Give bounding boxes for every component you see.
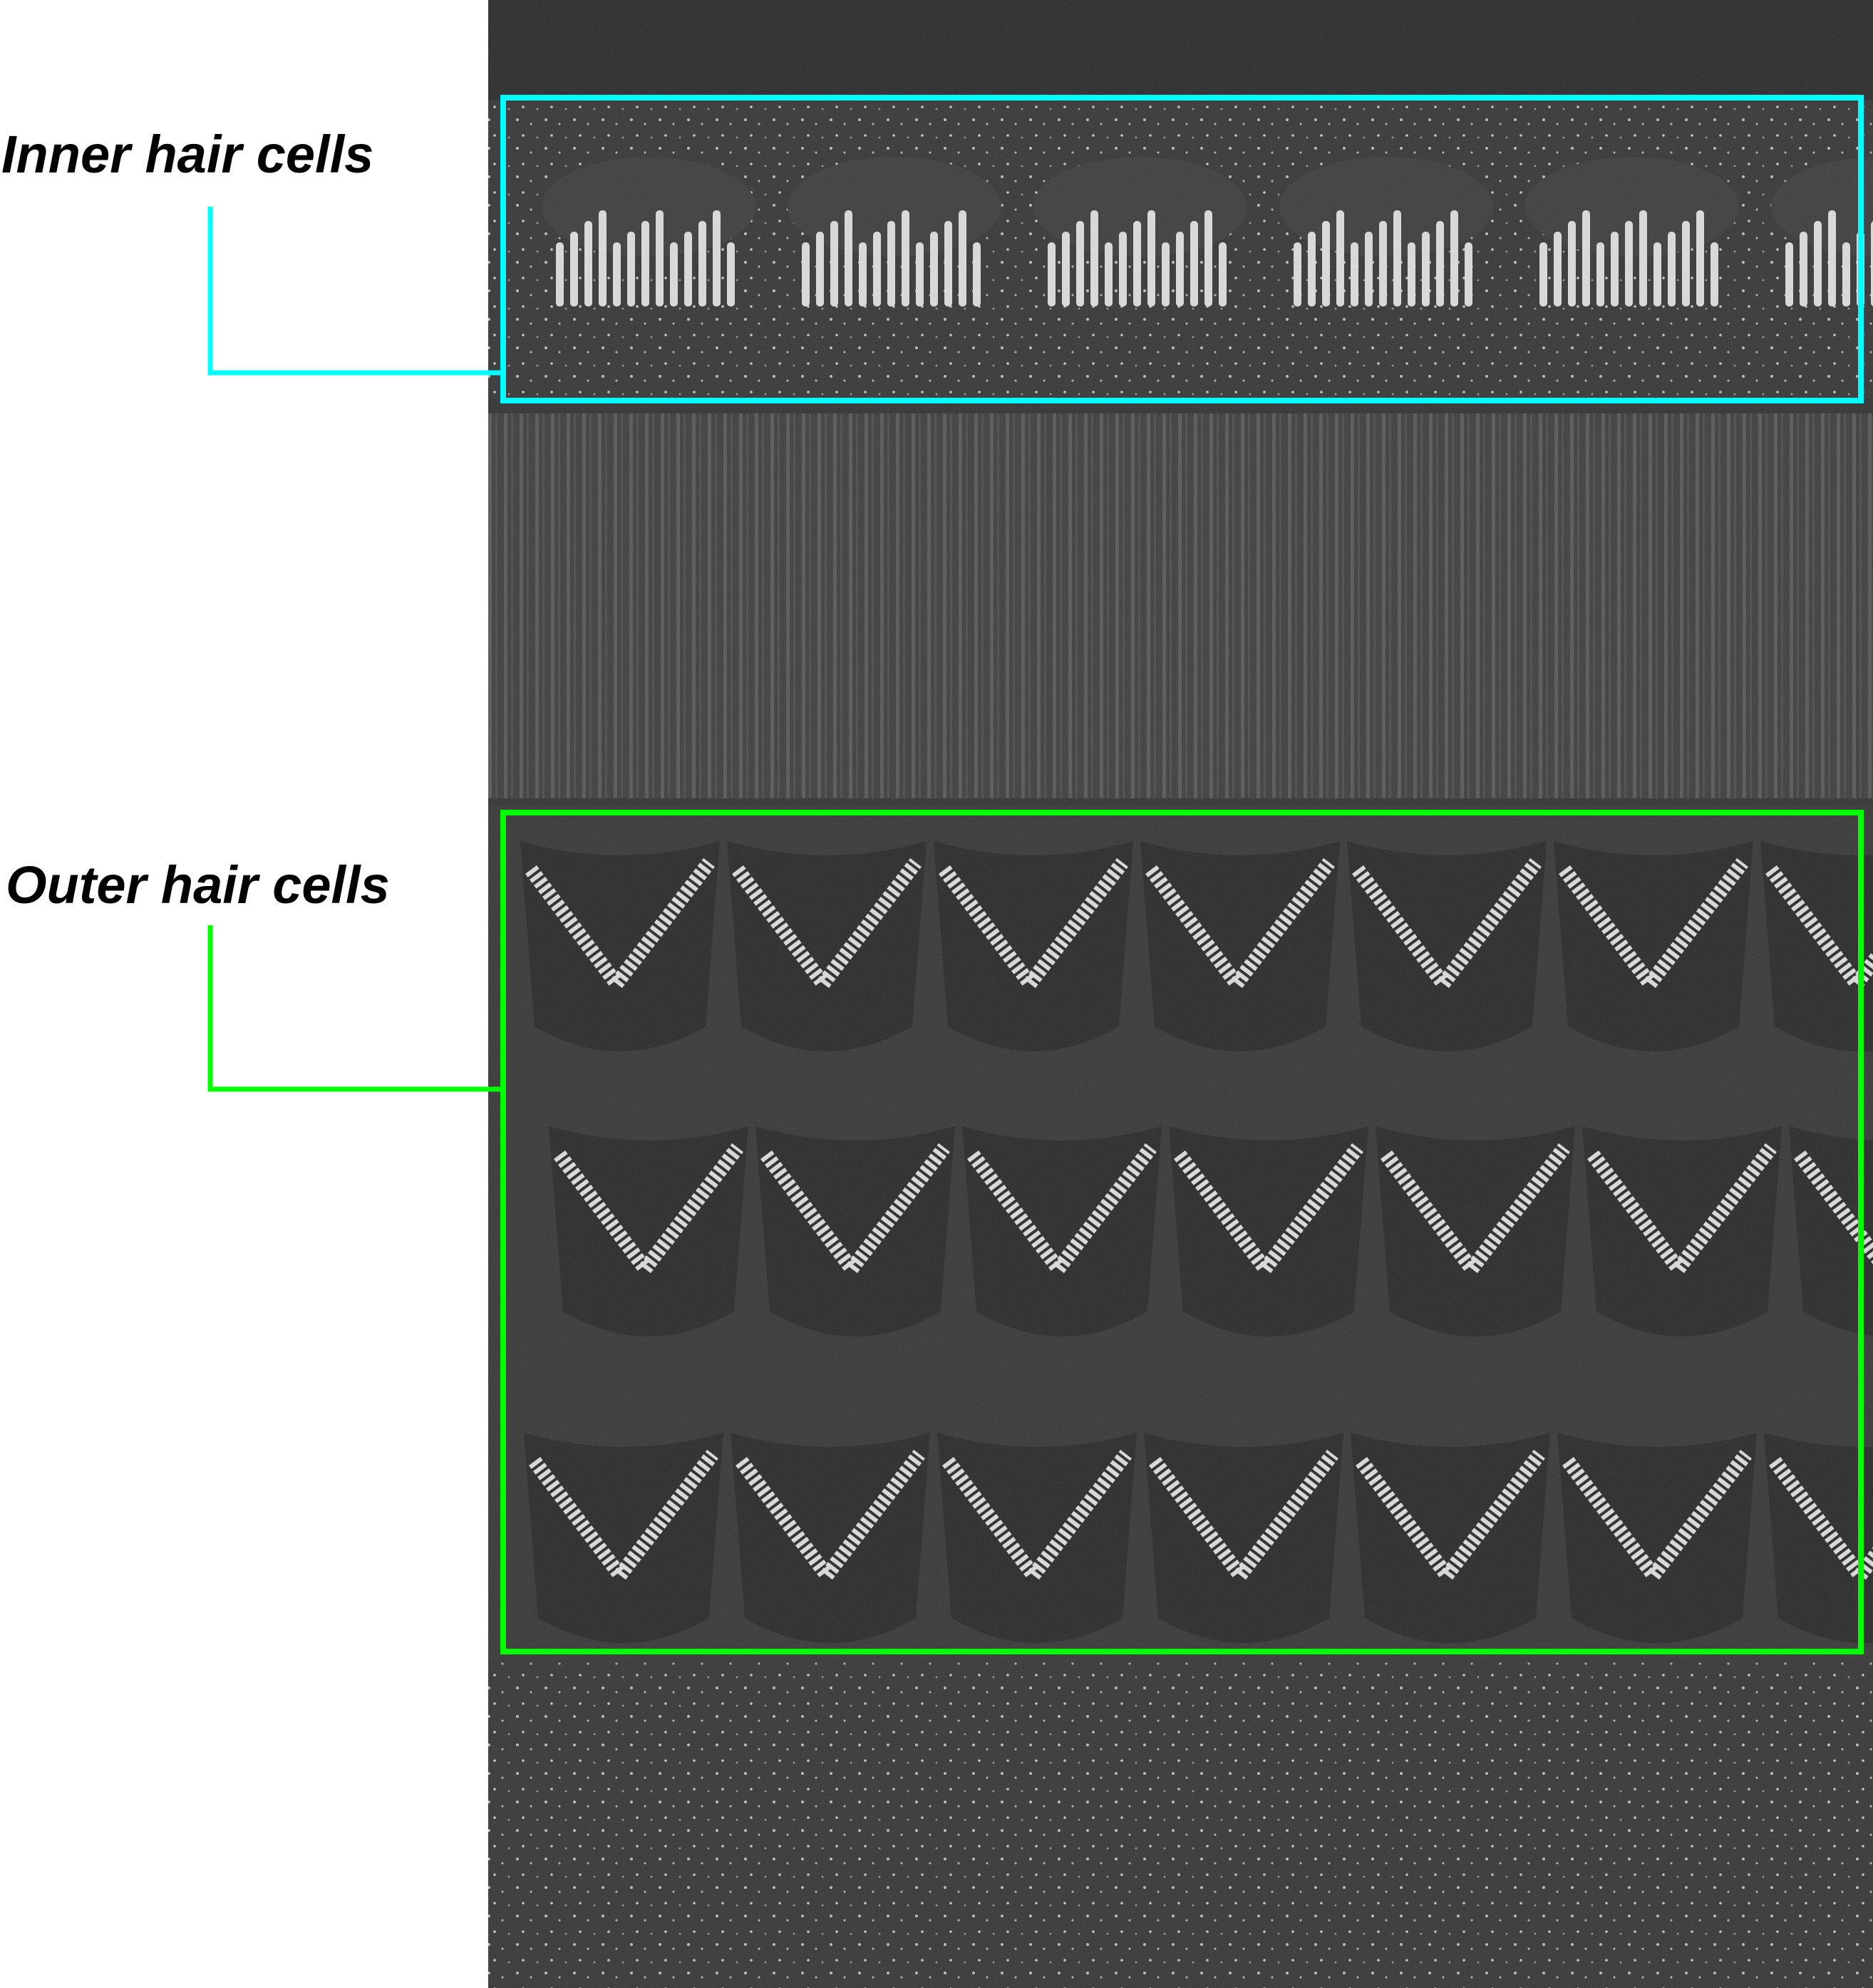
inner-hair-cells-box — [500, 95, 1864, 403]
outer-hair-cells-box — [500, 810, 1864, 1654]
sem-micrograph — [488, 0, 1873, 1988]
outer-hair-cells-label: Outer hair cells — [6, 855, 390, 915]
inner-hair-cells-connector — [207, 207, 503, 376]
outer-hair-cells-connector — [207, 925, 503, 1092]
inner-hair-cells-label: Inner hair cells — [1, 125, 374, 184]
grain-overlay — [488, 0, 1873, 1988]
